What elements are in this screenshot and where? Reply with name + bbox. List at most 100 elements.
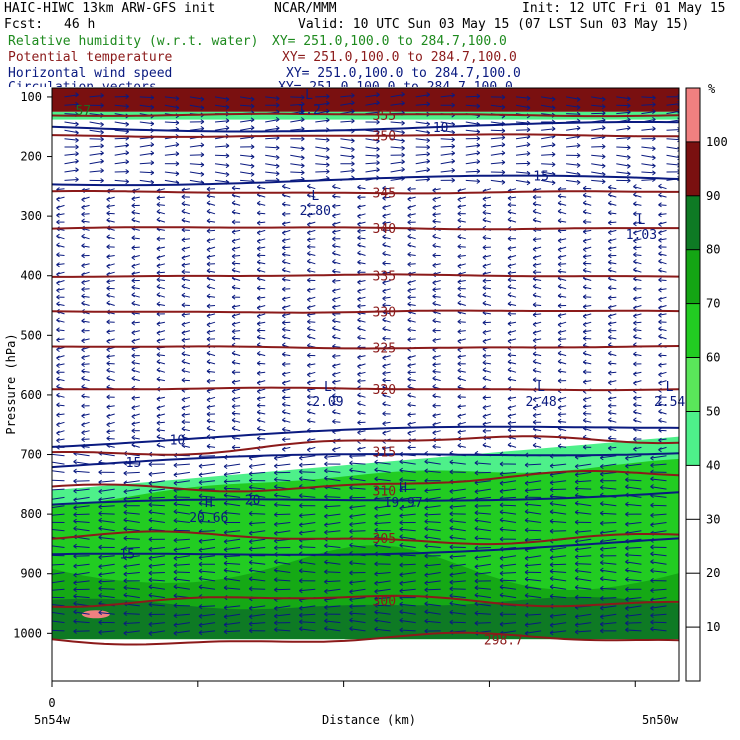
- vector-arrowhead: [357, 400, 361, 406]
- circulation-vector: [550, 630, 567, 634]
- vector-arrowhead: [75, 151, 79, 157]
- vector-arrowhead: [282, 361, 286, 367]
- vector-arrowhead: [349, 467, 353, 473]
- circulation-vector: [600, 605, 617, 609]
- circulation-vector: [625, 578, 642, 582]
- vector-arrowhead: [73, 618, 77, 624]
- vector-arrowhead: [576, 104, 581, 110]
- circulation-vector: [449, 611, 466, 615]
- circulation-vector: [658, 429, 667, 432]
- circulation-vector: [583, 380, 592, 383]
- vector-arrowhead: [374, 602, 378, 608]
- colorbar-swatch: [686, 249, 700, 304]
- circulation-vector: [600, 613, 617, 618]
- vector-arrowhead: [650, 612, 654, 619]
- vector-arrowhead: [526, 127, 531, 133]
- circulation-vector: [558, 220, 567, 223]
- vector-arrowhead: [432, 413, 436, 419]
- vector-arrowhead: [56, 219, 60, 225]
- vector-arrowhead: [374, 609, 378, 615]
- circulation-vector: [224, 530, 241, 533]
- vector-arrowhead: [156, 367, 161, 373]
- extremum-marker: L: [305, 88, 313, 103]
- vector-arrowhead: [633, 380, 637, 386]
- vector-arrowhead: [156, 442, 161, 448]
- vector-arrowhead: [125, 169, 129, 175]
- vector-arrowhead: [499, 621, 504, 627]
- vector-arrowhead: [324, 559, 328, 565]
- vector-arrowhead: [549, 568, 554, 574]
- vector-arrowhead: [332, 236, 336, 242]
- circulation-vector: [575, 563, 592, 565]
- circulation-vector: [249, 522, 266, 525]
- vector-arrowhead: [299, 455, 303, 461]
- circulation-vector: [365, 138, 380, 142]
- vector-arrowhead: [557, 268, 562, 274]
- theta-label-298.7: 298.7: [484, 633, 523, 648]
- vector-arrowhead: [256, 184, 261, 190]
- vector-arrowhead: [256, 370, 261, 376]
- vector-arrowhead: [106, 435, 110, 441]
- circulation-vector: [349, 580, 366, 584]
- vector-arrowhead: [156, 284, 161, 290]
- vector-arrowhead: [658, 326, 662, 332]
- circulation-vector: [73, 452, 90, 457]
- circulation-vector: [550, 520, 567, 523]
- vector-arrowhead: [401, 91, 405, 97]
- wind-label-15: 15: [533, 170, 549, 185]
- circulation-vector: [349, 612, 366, 615]
- vector-arrowhead: [173, 622, 178, 628]
- circulation-vector: [482, 196, 492, 200]
- vector-arrowhead: [98, 554, 102, 560]
- circulation-vector: [156, 354, 165, 357]
- vector-arrowhead: [608, 229, 612, 236]
- circulation-vector: [399, 619, 416, 624]
- vector-arrowhead: [282, 230, 286, 236]
- vector-arrowhead: [206, 404, 211, 410]
- vector-arrowhead: [332, 418, 336, 425]
- circulation-vector: [324, 561, 341, 565]
- wind-label-20: 20: [245, 493, 261, 508]
- circulation-vector: [390, 161, 405, 165]
- vector-arrowhead: [307, 319, 311, 325]
- circulation-vector: [156, 271, 165, 274]
- vector-arrowhead: [351, 108, 355, 114]
- circulation-vector: [114, 129, 129, 133]
- vector-arrowhead: [81, 347, 85, 353]
- circulation-vector: [324, 455, 341, 458]
- circulation-vector: [290, 96, 305, 98]
- vector-arrowhead: [532, 312, 537, 318]
- vector-arrowhead: [156, 376, 161, 382]
- vector-arrowhead: [275, 145, 280, 151]
- vector-arrowhead: [524, 563, 529, 569]
- circulation-vector: [123, 512, 140, 515]
- circulation-vector: [181, 238, 190, 241]
- vector-arrowhead: [123, 555, 128, 561]
- vector-arrowhead: [526, 95, 531, 101]
- theta-label-330: 330: [373, 306, 396, 321]
- circulation-vector: [114, 144, 129, 148]
- vector-arrowhead: [482, 338, 487, 344]
- vector-arrowhead: [326, 162, 330, 168]
- vector-arrowhead: [332, 278, 336, 284]
- vector-arrowhead: [650, 587, 654, 594]
- circulation-vector: [232, 412, 241, 415]
- vector-arrowhead: [156, 330, 161, 336]
- vector-arrowhead: [357, 288, 361, 294]
- vector-arrowhead: [349, 603, 353, 609]
- circulation-vector: [349, 530, 366, 532]
- vector-arrowhead: [282, 276, 286, 282]
- circulation-vector: [265, 171, 280, 175]
- vector-arrowhead: [625, 576, 629, 582]
- vector-arrowhead: [332, 353, 336, 359]
- theta-label-300: 300: [373, 595, 396, 610]
- circulation-vector: [148, 519, 165, 523]
- vector-arrowhead: [98, 504, 102, 510]
- y-tick-label: 100: [20, 90, 42, 104]
- circulation-vector: [407, 329, 416, 332]
- vector-arrowhead: [206, 397, 211, 403]
- circulation-vector: [349, 605, 366, 607]
- circulation-vector: [214, 96, 230, 100]
- vector-arrowhead: [650, 568, 654, 574]
- vector-arrowhead: [600, 471, 604, 477]
